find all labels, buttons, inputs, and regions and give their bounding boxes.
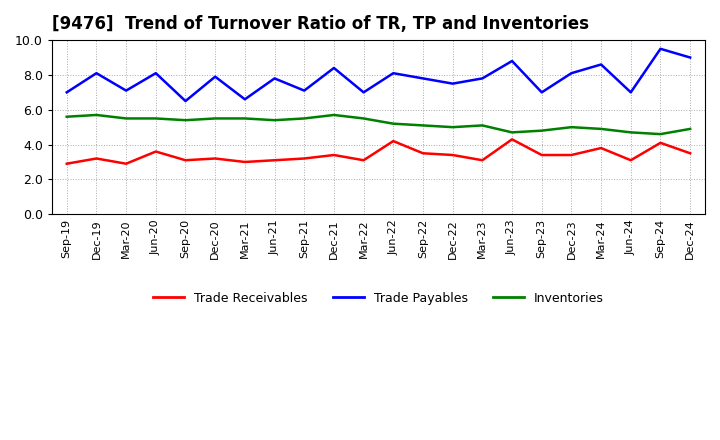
Trade Payables [389,70,397,76]
Inventories [240,116,249,121]
Trade Payables [567,70,576,76]
Trade Payables [63,90,71,95]
Trade Payables [478,76,487,81]
Inventories [686,126,695,132]
Trade Receivables [597,145,606,150]
Trade Payables [418,76,427,81]
Trade Receivables [211,156,220,161]
Inventories [449,125,457,130]
Trade Payables [449,81,457,86]
Trade Payables [626,90,635,95]
Trade Receivables [122,161,130,166]
Trade Receivables [270,158,279,163]
Inventories [300,116,309,121]
Text: [9476]  Trend of Turnover Ratio of TR, TP and Inventories: [9476] Trend of Turnover Ratio of TR, TP… [52,15,589,33]
Trade Payables [270,76,279,81]
Line: Inventories: Inventories [67,115,690,134]
Inventories [567,125,576,130]
Line: Trade Receivables: Trade Receivables [67,139,690,164]
Trade Receivables [626,158,635,163]
Inventories [330,112,338,117]
Inventories [270,117,279,123]
Inventories [181,117,190,123]
Trade Payables [359,90,368,95]
Inventories [359,116,368,121]
Inventories [63,114,71,119]
Trade Receivables [63,161,71,166]
Trade Receivables [389,139,397,144]
Trade Receivables [300,156,309,161]
Trade Payables [151,70,160,76]
Trade Payables [92,70,101,76]
Trade Receivables [656,140,665,146]
Trade Payables [508,59,516,64]
Trade Receivables [478,158,487,163]
Trade Receivables [449,152,457,158]
Inventories [537,128,546,133]
Trade Receivables [537,152,546,158]
Inventories [122,116,130,121]
Trade Payables [300,88,309,93]
Inventories [151,116,160,121]
Trade Receivables [359,158,368,163]
Trade Receivables [686,150,695,156]
Trade Payables [181,99,190,104]
Trade Receivables [240,159,249,165]
Inventories [418,123,427,128]
Trade Payables [686,55,695,60]
Line: Trade Payables: Trade Payables [67,49,690,101]
Trade Payables [211,74,220,79]
Trade Receivables [92,156,101,161]
Trade Payables [656,46,665,51]
Trade Receivables [151,149,160,154]
Inventories [92,112,101,117]
Trade Receivables [181,158,190,163]
Legend: Trade Receivables, Trade Payables, Inventories: Trade Receivables, Trade Payables, Inven… [148,286,609,310]
Inventories [597,126,606,132]
Trade Payables [240,97,249,102]
Trade Payables [597,62,606,67]
Trade Receivables [418,150,427,156]
Inventories [626,130,635,135]
Trade Receivables [567,152,576,158]
Inventories [478,123,487,128]
Trade Payables [122,88,130,93]
Trade Receivables [330,152,338,158]
Inventories [656,132,665,137]
Trade Payables [537,90,546,95]
Inventories [389,121,397,126]
Trade Receivables [508,137,516,142]
Inventories [508,130,516,135]
Trade Payables [330,65,338,70]
Inventories [211,116,220,121]
